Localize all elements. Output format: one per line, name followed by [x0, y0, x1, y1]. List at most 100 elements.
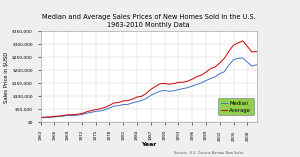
- Median: [62, 115, 65, 117]
- X-axis label: Year: Year: [141, 142, 156, 147]
- Average: [117, 102, 120, 103]
- Median: [130, 102, 134, 104]
- Average: [80, 113, 84, 114]
- Median: [186, 87, 189, 89]
- Median: [223, 71, 226, 73]
- Average: [245, 45, 249, 47]
- Median: [94, 110, 98, 112]
- Median: [112, 105, 116, 107]
- Average: [112, 102, 116, 104]
- Average: [158, 83, 162, 85]
- Median: [250, 65, 254, 67]
- Average: [144, 93, 148, 95]
- Median: [57, 116, 61, 117]
- Median: [122, 104, 125, 106]
- Y-axis label: Sales Price in $USD: Sales Price in $USD: [4, 51, 9, 103]
- Average: [241, 40, 244, 42]
- Median: [209, 78, 212, 79]
- Average: [218, 62, 221, 64]
- Median: [85, 112, 88, 114]
- Median: [39, 117, 42, 119]
- Median: [255, 64, 258, 66]
- Median: [144, 98, 148, 100]
- Median: [158, 90, 162, 92]
- Average: [62, 115, 65, 116]
- Median: [117, 105, 120, 107]
- Average: [195, 76, 199, 78]
- Median: [181, 88, 185, 90]
- Average: [163, 83, 166, 84]
- Median: [177, 89, 180, 90]
- Average: [130, 98, 134, 100]
- Median: [149, 94, 153, 96]
- Median: [140, 100, 143, 101]
- Median: [213, 76, 217, 78]
- Median: [43, 117, 47, 119]
- Average: [167, 83, 171, 85]
- Median: [190, 85, 194, 87]
- Median: [236, 57, 240, 59]
- Average: [76, 113, 79, 115]
- Average: [57, 115, 61, 117]
- Average: [227, 50, 231, 52]
- Average: [103, 106, 106, 108]
- Median: [227, 64, 231, 66]
- Average: [122, 100, 125, 102]
- Average: [213, 66, 217, 68]
- Average: [223, 57, 226, 59]
- Average: [204, 71, 208, 73]
- Average: [172, 83, 175, 85]
- Median: [204, 80, 208, 81]
- Median: [52, 116, 56, 118]
- Average: [108, 104, 111, 106]
- Average: [66, 114, 70, 116]
- Median: [108, 107, 111, 109]
- Median: [172, 90, 175, 92]
- Average: [177, 81, 180, 83]
- Median: [89, 111, 93, 113]
- Average: [181, 81, 185, 83]
- Median: [71, 115, 74, 116]
- Median: [126, 103, 130, 105]
- Median: [218, 73, 221, 75]
- Average: [43, 116, 47, 118]
- Average: [85, 111, 88, 113]
- Average: [149, 88, 153, 90]
- Median: [245, 61, 249, 63]
- Average: [98, 108, 102, 110]
- Median: [103, 109, 106, 111]
- Average: [94, 109, 98, 111]
- Median: [98, 110, 102, 112]
- Average: [186, 80, 189, 82]
- Median: [195, 84, 199, 85]
- Average: [135, 96, 139, 98]
- Median: [232, 59, 235, 61]
- Average: [255, 51, 258, 52]
- Median: [66, 114, 70, 116]
- Average: [140, 95, 143, 97]
- Median: [76, 114, 79, 116]
- Average: [71, 114, 74, 116]
- Average: [209, 68, 212, 70]
- Average: [52, 115, 56, 117]
- Median: [163, 89, 166, 91]
- Average: [236, 42, 240, 44]
- Median: [241, 57, 244, 59]
- Median: [80, 114, 84, 115]
- Line: Average: Average: [40, 41, 256, 117]
- Legend: Median, Average: Median, Average: [218, 98, 254, 115]
- Median: [48, 116, 52, 118]
- Average: [39, 116, 42, 118]
- Average: [190, 78, 194, 80]
- Text: Source:  U.S. Census Bureau New Sales: Source: U.S. Census Bureau New Sales: [174, 152, 244, 155]
- Average: [232, 44, 235, 46]
- Median: [154, 92, 157, 94]
- Title: Median and Average Sales Prices of New Homes Sold in the U.S.
1963-2010 Monthly : Median and Average Sales Prices of New H…: [42, 14, 255, 28]
- Line: Median: Median: [40, 58, 256, 118]
- Median: [167, 90, 171, 92]
- Average: [126, 100, 130, 102]
- Median: [200, 82, 203, 84]
- Median: [135, 101, 139, 103]
- Average: [154, 86, 157, 87]
- Average: [200, 74, 203, 76]
